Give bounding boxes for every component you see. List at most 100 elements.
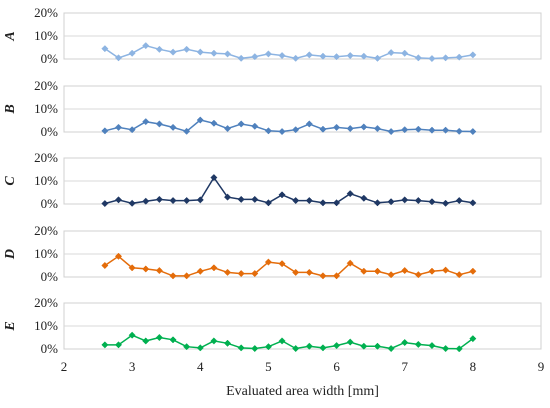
data-point-B-0 (101, 127, 109, 135)
data-point-A-3 (142, 42, 150, 50)
data-point-E-26 (455, 345, 463, 353)
y-tick-label-D-2: 20% (34, 223, 58, 238)
data-point-B-19 (360, 123, 368, 131)
data-point-A-20 (373, 54, 382, 62)
data-point-A-12 (264, 50, 272, 58)
x-tick-label-5: 7 (401, 359, 408, 374)
data-point-C-24 (428, 198, 436, 206)
y-tick-label-A-1: 10% (34, 28, 58, 43)
data-point-B-18 (346, 124, 354, 133)
data-point-D-13 (278, 260, 286, 268)
data-point-D-2 (128, 264, 136, 272)
data-point-D-16 (319, 272, 327, 280)
y-tick-label-E-0: 0% (41, 341, 59, 356)
data-point-A-15 (305, 51, 313, 59)
data-point-D-18 (346, 259, 354, 267)
data-point-E-10 (237, 344, 245, 352)
data-point-E-15 (305, 342, 313, 350)
data-point-C-23 (414, 196, 422, 205)
data-point-B-22 (401, 126, 409, 134)
series-line-C (104, 176, 474, 205)
data-point-C-26 (455, 196, 463, 205)
data-point-E-13 (278, 337, 286, 345)
data-point-D-11 (251, 269, 259, 278)
data-point-A-8 (210, 49, 218, 57)
data-point-C-19 (360, 194, 368, 202)
data-point-C-17 (333, 199, 341, 207)
data-point-A-13 (278, 51, 286, 60)
data-point-A-4 (155, 45, 163, 53)
data-point-A-2 (128, 49, 136, 57)
data-point-A-18 (346, 51, 354, 60)
data-point-C-4 (155, 195, 163, 203)
data-point-B-21 (387, 127, 395, 136)
data-point-D-17 (333, 272, 341, 280)
y-tick-label-C-1: 10% (34, 173, 58, 188)
data-point-D-7 (196, 267, 204, 275)
data-point-D-4 (155, 267, 163, 275)
data-point-A-6 (183, 45, 191, 53)
data-point-A-0 (101, 45, 109, 53)
data-point-E-17 (333, 341, 341, 350)
data-point-C-12 (264, 199, 272, 207)
data-point-C-20 (373, 199, 382, 207)
series-line-B (104, 119, 473, 133)
y-tick-label-B-1: 10% (34, 101, 58, 116)
data-point-D-20 (373, 267, 382, 275)
data-point-B-7 (196, 116, 204, 124)
data-point-D-27 (469, 267, 477, 275)
data-point-B-23 (414, 125, 422, 133)
data-point-B-8 (210, 119, 218, 127)
y-tick-label-C-0: 0% (41, 196, 59, 211)
data-point-A-27 (469, 51, 477, 59)
y-tick-label-B-0: 0% (41, 124, 59, 139)
data-point-B-11 (251, 122, 259, 130)
data-point-D-12 (264, 258, 272, 266)
x-tick-label-0: 2 (61, 359, 68, 374)
data-point-D-14 (292, 268, 300, 276)
data-point-E-25 (442, 344, 450, 353)
data-point-A-10 (237, 54, 245, 62)
data-point-D-24 (428, 267, 436, 275)
x-tick-label-1: 3 (129, 359, 136, 374)
data-point-C-25 (442, 199, 450, 207)
data-point-E-21 (387, 344, 395, 353)
data-point-E-4 (155, 333, 163, 342)
data-point-C-7 (196, 196, 204, 204)
x-tick-label-4: 6 (333, 359, 340, 374)
data-point-E-12 (264, 343, 272, 351)
data-point-D-10 (237, 269, 245, 278)
data-point-E-20 (373, 342, 382, 350)
data-point-B-13 (278, 127, 286, 136)
data-point-D-19 (360, 267, 368, 275)
data-point-A-22 (401, 49, 409, 57)
data-point-B-26 (455, 127, 463, 135)
data-point-C-22 (401, 196, 409, 204)
data-point-C-8 (210, 173, 218, 182)
y-tick-label-A-2: 20% (34, 5, 58, 20)
data-point-B-24 (428, 126, 436, 134)
data-point-C-13 (278, 191, 286, 199)
data-point-B-27 (469, 127, 477, 136)
y-tick-label-A-0: 0% (41, 51, 59, 66)
data-point-A-7 (196, 48, 204, 56)
data-point-E-18 (346, 338, 354, 346)
data-point-B-2 (128, 126, 136, 134)
data-point-C-6 (183, 196, 191, 205)
data-point-C-21 (387, 198, 395, 206)
data-point-D-23 (414, 271, 422, 279)
data-point-A-9 (223, 50, 232, 58)
data-point-B-14 (292, 126, 300, 134)
data-point-E-6 (183, 343, 191, 351)
data-point-B-6 (183, 127, 191, 135)
data-point-C-27 (469, 199, 477, 207)
data-point-A-19 (360, 52, 368, 60)
data-point-A-23 (414, 54, 422, 62)
data-point-D-25 (442, 266, 450, 274)
data-point-A-26 (455, 53, 463, 61)
x-tick-label-2: 4 (197, 359, 204, 374)
panel-label-A: A (3, 31, 18, 41)
panel-label-B: B (3, 104, 18, 114)
